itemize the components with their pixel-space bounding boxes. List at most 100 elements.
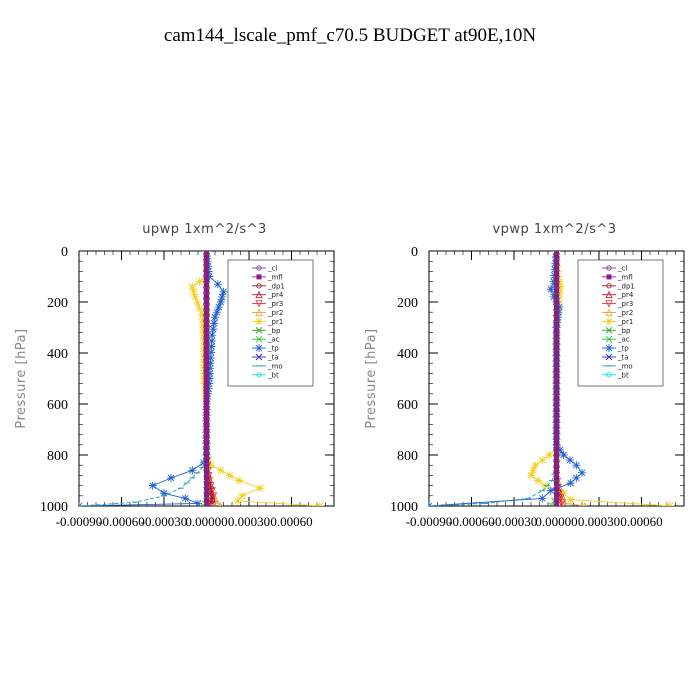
data-point-mfl xyxy=(554,322,559,328)
data-point-mfl xyxy=(204,486,209,492)
data-point-tp xyxy=(207,342,216,351)
data-point-pr1 xyxy=(198,315,207,324)
data-point-tp xyxy=(207,348,216,357)
data-point-tp xyxy=(207,336,216,345)
data-point-mfl xyxy=(204,390,209,396)
data-point-pr1 xyxy=(199,336,208,345)
data-point-mfl xyxy=(554,259,559,265)
data-point-tp xyxy=(555,303,564,312)
data-point-mfl xyxy=(554,469,559,475)
legend-marker xyxy=(606,372,612,378)
data-point-mfl xyxy=(554,458,559,464)
legend-box xyxy=(227,259,314,387)
legend-marker xyxy=(255,335,263,343)
data-point-mfl xyxy=(204,492,209,498)
data-point-mfl xyxy=(554,486,559,492)
data-point-pr1 xyxy=(315,502,324,506)
y-axis-label: Pressure [hPa] xyxy=(364,328,379,428)
data-point-tp xyxy=(208,331,217,340)
data-point-pr1 xyxy=(199,326,208,335)
x-tick-label: 0.00030 xyxy=(578,514,620,529)
data-point-pr1 xyxy=(198,320,207,329)
data-point-mfl xyxy=(554,367,559,373)
data-point-pr1 xyxy=(216,466,225,475)
data-point-tp xyxy=(205,379,214,388)
data-point-mfl xyxy=(204,412,209,418)
data-point-mfl xyxy=(554,339,559,345)
x-tick-label: 0.00000 xyxy=(185,514,227,529)
data-point-mfl xyxy=(204,469,209,475)
legend-marker xyxy=(605,308,613,316)
legend-label: _pr3 xyxy=(267,300,283,308)
data-point-tp xyxy=(206,364,215,373)
x-tick-label: -0.00060 xyxy=(98,514,145,529)
data-point-mfl xyxy=(554,492,559,498)
y-tick-label: 600 xyxy=(397,398,418,413)
data-point-mfl xyxy=(204,288,209,294)
y-tick-label: 800 xyxy=(47,449,68,464)
data-point-mfl xyxy=(204,322,209,328)
data-point-mfl xyxy=(554,305,559,311)
data-point-pr1 xyxy=(538,456,547,465)
data-point-mfl xyxy=(554,503,559,506)
data-point-pr1 xyxy=(556,287,565,296)
data-point-pr1 xyxy=(256,484,265,493)
data-point-tp xyxy=(578,468,586,477)
legend-label: _bp xyxy=(267,327,281,335)
legend-label: _dp1 xyxy=(267,282,285,290)
y-tick-label: 400 xyxy=(397,347,418,362)
legend-label: _ac xyxy=(617,336,630,344)
data-point-mfl xyxy=(554,441,559,447)
data-point-mfl xyxy=(204,305,209,311)
y-tick-label: 200 xyxy=(47,296,68,311)
data-point-mfl xyxy=(554,424,559,430)
data-point-mfl xyxy=(204,344,209,350)
data-point-mfl xyxy=(554,361,559,367)
data-point-mfl xyxy=(554,390,559,396)
legend-label: _tp xyxy=(617,345,629,353)
data-point-mfl xyxy=(554,418,559,424)
y-tick-label: 200 xyxy=(397,296,418,311)
data-point-mfl xyxy=(204,480,209,486)
data-point-tp xyxy=(148,481,157,490)
data-point-mfl xyxy=(204,310,209,316)
data-point-pr1 xyxy=(225,471,234,480)
data-point-tp xyxy=(205,374,214,383)
legend-label: _tp xyxy=(267,345,279,353)
legend-label: _bt xyxy=(267,371,279,379)
data-point-tp xyxy=(538,494,547,503)
legend: _cl_mfl_dp1_pr4_pr3_pr2_pr1_bp_ac_tp_ta_… xyxy=(577,259,664,387)
data-point-pr1 xyxy=(665,502,674,506)
legend-label: _pr3 xyxy=(617,300,633,308)
data-point-tp xyxy=(213,280,222,289)
data-point-tp xyxy=(209,325,218,334)
legend-marker xyxy=(255,317,263,326)
data-point-tp xyxy=(565,456,574,465)
data-point-tp xyxy=(160,489,168,498)
data-point-mfl xyxy=(204,503,209,506)
data-point-mfl xyxy=(554,293,559,299)
x-tick-label: -0.00090 xyxy=(56,514,103,529)
legend-marker xyxy=(255,326,263,334)
data-point-mfl xyxy=(554,463,559,469)
data-point-pr1 xyxy=(555,292,564,301)
data-point-pr1 xyxy=(534,476,543,485)
data-point-tp xyxy=(549,292,558,301)
data-point-mfl xyxy=(554,350,559,356)
panels-group: upwp 1xm^2/s^3 Pressure [hPa] 0 200 400 600 80… xyxy=(14,222,685,529)
data-point-mfl xyxy=(554,327,559,333)
data-point-mfl xyxy=(554,452,559,458)
data-point-mfl xyxy=(204,259,209,265)
legend-marker xyxy=(605,353,613,361)
data-point-mfl xyxy=(554,384,559,390)
data-point-tp xyxy=(216,298,225,306)
data-point-tp xyxy=(546,486,555,495)
legend-marker xyxy=(606,274,612,280)
data-point-mfl xyxy=(204,361,209,367)
data-point-mfl xyxy=(204,276,209,282)
panel-1: upwp 1xm^2/s^3 Pressure [hPa] 0 200 400 600 80… xyxy=(14,222,335,529)
data-point-tp xyxy=(210,319,219,328)
data-point-mfl xyxy=(554,497,559,503)
data-point-mfl xyxy=(204,333,209,339)
legend-marker xyxy=(605,300,613,308)
